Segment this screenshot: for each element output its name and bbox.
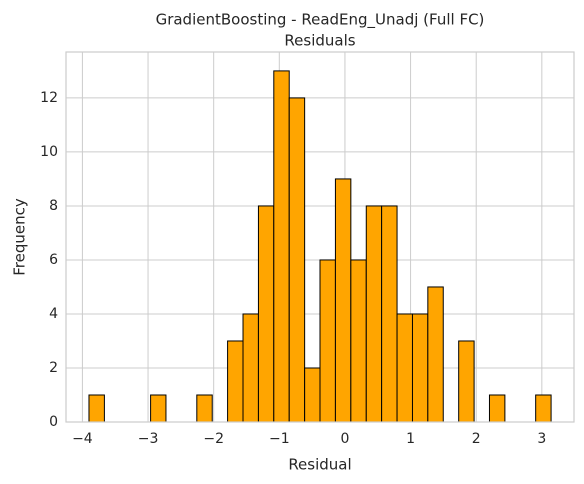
bar	[196, 394, 213, 423]
y-tick-label: 10	[40, 144, 58, 160]
bar	[381, 205, 398, 423]
bar	[488, 394, 506, 423]
bar	[288, 97, 306, 423]
bar	[319, 259, 336, 423]
y-tick-label: 12	[40, 90, 58, 106]
bar	[242, 313, 259, 423]
bar	[88, 394, 105, 423]
x-tick-label: −3	[138, 431, 159, 447]
x-tick-label: −1	[269, 431, 290, 447]
bar	[535, 394, 552, 423]
bar	[396, 313, 413, 423]
bar	[273, 70, 290, 423]
bar	[257, 205, 275, 423]
bar	[411, 313, 429, 423]
bar	[227, 340, 244, 423]
x-tick-label: −4	[72, 431, 93, 447]
y-axis-label: Frequency	[11, 198, 29, 276]
bar	[334, 178, 352, 423]
bar	[427, 286, 444, 423]
x-tick-label: 3	[537, 431, 546, 447]
bar	[365, 205, 383, 423]
y-tick-label: 6	[49, 252, 58, 268]
x-axis-label: Residual	[288, 456, 351, 474]
chart-title: Residuals	[284, 32, 355, 50]
plot-frame	[65, 51, 575, 423]
x-tick-label: 0	[340, 431, 349, 447]
y-tick-label: 2	[49, 360, 58, 376]
y-tick-label: 0	[49, 414, 58, 430]
bar	[458, 340, 475, 423]
x-tick-label: −2	[203, 431, 224, 447]
x-tick-label: 2	[472, 431, 481, 447]
chart-title: GradientBoosting - ReadEng_Unadj (Full F…	[156, 11, 485, 30]
y-tick-label: 4	[49, 306, 58, 322]
bar	[350, 259, 367, 423]
x-tick-label: 1	[406, 431, 415, 447]
bar	[304, 367, 321, 423]
y-tick-label: 8	[49, 198, 58, 214]
bar	[150, 394, 167, 423]
